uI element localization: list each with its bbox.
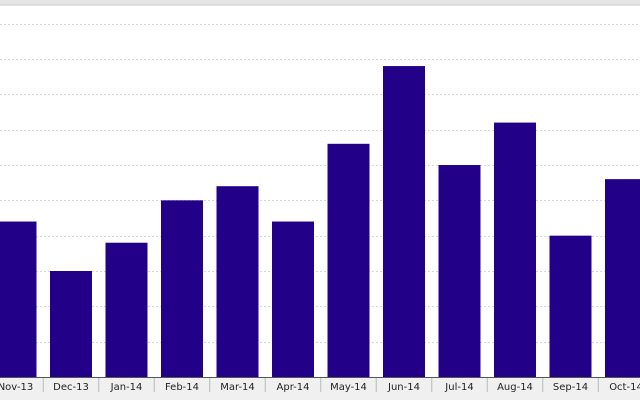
bar-apr-14 xyxy=(272,221,314,377)
x-axis-tick-labels: Nov-13 Dec-13 Jan-14 Feb-14 Mar-14 Apr-14 May-… xyxy=(0,382,640,393)
x-tick-label-feb-14: Feb-14 xyxy=(165,382,199,393)
bar-series xyxy=(0,66,640,378)
x-tick-label-jan-14: Jan-14 xyxy=(110,382,143,393)
x-tick-label-aug-14: Aug-14 xyxy=(497,382,533,393)
gridlines xyxy=(0,24,640,343)
bar-jun-14 xyxy=(383,66,425,378)
x-axis-ticks xyxy=(42,378,599,392)
x-tick-label-jun-14: Jun-14 xyxy=(387,382,420,393)
bar-oct-14 xyxy=(605,179,640,377)
bar-aug-14 xyxy=(494,122,536,377)
x-tick-label-dec-13: Dec-13 xyxy=(53,382,89,393)
x-tick-label-mar-14: Mar-14 xyxy=(220,382,255,393)
x-tick-label-sep-14: Sep-14 xyxy=(553,382,588,393)
x-axis-label-band xyxy=(0,378,640,400)
bar-jan-14 xyxy=(105,242,148,377)
bar-nov-13 xyxy=(0,221,37,377)
bar-sep-14 xyxy=(549,235,592,377)
x-tick-label-apr-14: Apr-14 xyxy=(277,382,310,393)
bar-may-14 xyxy=(327,143,370,377)
x-tick-label-oct-14: Oct-14 xyxy=(609,382,640,393)
bar-mar-14 xyxy=(216,186,259,377)
x-tick-label-jul-14: Jul-14 xyxy=(444,382,473,393)
bar-feb-14 xyxy=(161,200,203,377)
x-tick-label-nov-13: Nov-13 xyxy=(0,382,33,393)
bar-jul-14 xyxy=(438,165,481,377)
x-tick-label-may-14: May-14 xyxy=(330,382,367,393)
bar-dec-13 xyxy=(50,271,92,377)
top-band xyxy=(0,0,640,5)
